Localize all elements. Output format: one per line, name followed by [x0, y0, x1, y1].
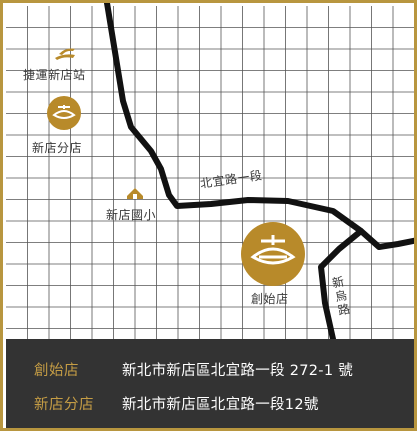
store-address-panel: 創始店 新北市新店區北宜路一段 272-1 號 新店分店 新北市新店區北宜路一段12…: [6, 339, 414, 428]
branch-store-marker: [47, 96, 81, 130]
store-address: 新北市新店區北宜路一段12號: [122, 397, 319, 413]
mrt-station-label: 捷運新店站: [23, 68, 86, 82]
school-icon: [127, 188, 143, 199]
road-main-north-south: [104, 3, 414, 250]
road-xinwu: [318, 228, 364, 342]
store-row-branch: 新店分店 新北市新店區北宜路一段12號: [34, 393, 319, 414]
school-label: 新店國小: [106, 208, 157, 222]
store-name: 創始店: [34, 363, 79, 379]
store-logo-icon: [250, 235, 296, 265]
flagship-store-label: 創始店: [251, 292, 289, 306]
store-name: 新店分店: [34, 397, 94, 413]
flagship-store-marker: [241, 222, 305, 286]
store-row-flagship: 創始店 新北市新店區北宜路一段 272-1 號: [34, 359, 353, 380]
store-address: 新北市新店區北宜路一段 272-1 號: [122, 363, 354, 379]
branch-store-label: 新店分店: [32, 141, 83, 155]
mrt-logo-icon: [55, 48, 75, 60]
street-map: [6, 3, 414, 342]
store-logo-icon: [52, 105, 76, 119]
